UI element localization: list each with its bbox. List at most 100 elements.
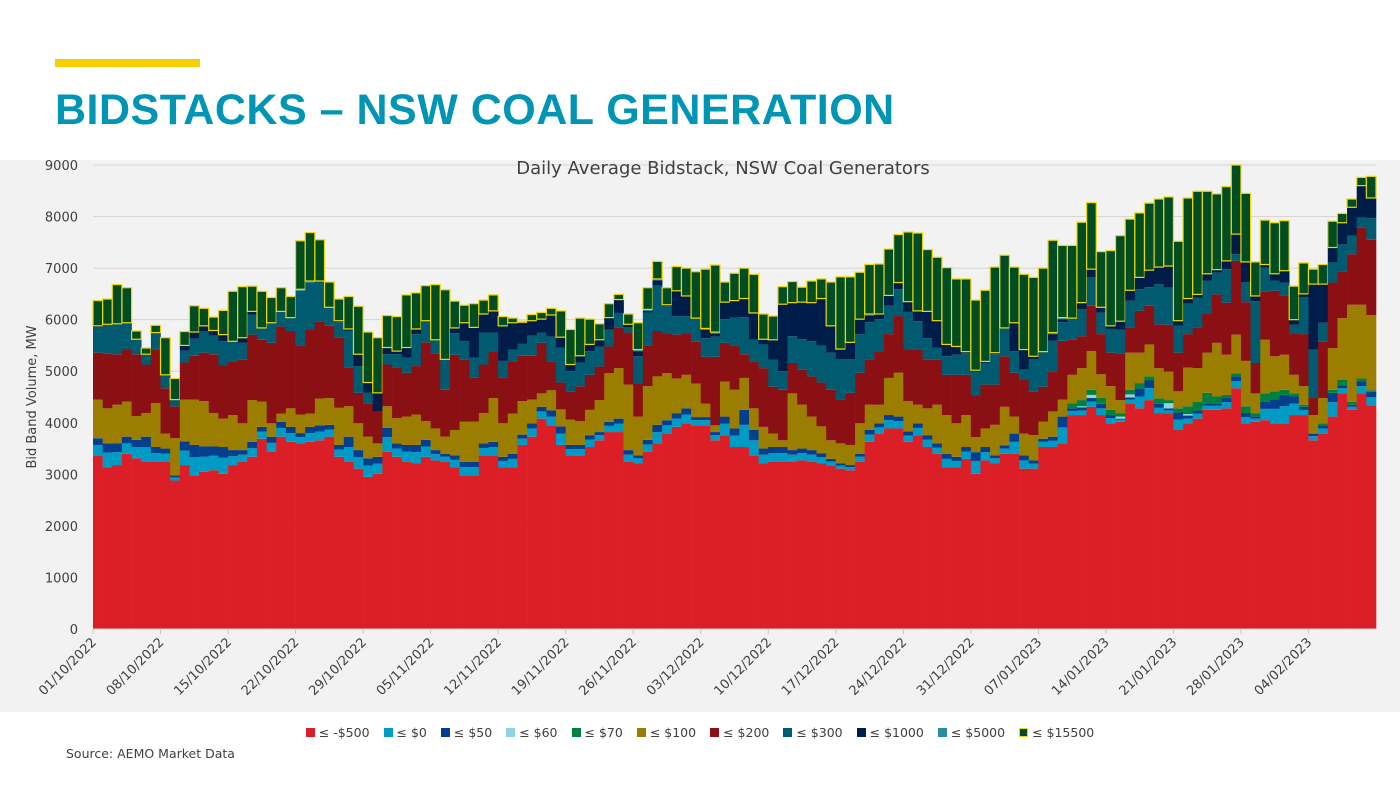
bar-segment-6-day-78 bbox=[845, 392, 856, 445]
bar-segment-8-day-102 bbox=[1076, 302, 1087, 310]
bar-segment-0-day-62 bbox=[691, 425, 702, 629]
bar-segment-7-day-97 bbox=[1028, 359, 1039, 392]
bar-segment-2-day-60 bbox=[671, 413, 682, 419]
bar-segment-8-day-15 bbox=[237, 337, 248, 343]
bar-segment-7-day-93 bbox=[990, 354, 1001, 385]
bar-segment-0-day-33 bbox=[411, 463, 422, 629]
bar-segment-0-day-107 bbox=[1125, 403, 1136, 629]
bar-segment-2-day-26 bbox=[343, 436, 354, 448]
bar-segment-10-day-40 bbox=[478, 299, 490, 315]
bar-segment-8-day-113 bbox=[1183, 298, 1194, 304]
bar-segment-1-day-66 bbox=[729, 435, 740, 448]
bar-segment-8-day-131 bbox=[1356, 185, 1367, 218]
bar-segment-5-day-4 bbox=[131, 416, 142, 440]
bar-segment-7-day-91 bbox=[970, 371, 981, 396]
bar-segment-6-day-3 bbox=[121, 349, 132, 402]
bar-segment-6-day-39 bbox=[469, 377, 480, 422]
bar-segment-1-day-68 bbox=[748, 440, 759, 456]
bar-segment-6-day-48 bbox=[556, 382, 566, 410]
bar-segment-10-day-38 bbox=[458, 304, 470, 324]
bar-segment-10-day-96 bbox=[1018, 273, 1030, 351]
bar-segment-0-day-91 bbox=[970, 473, 981, 629]
bar-segment-0-day-122 bbox=[1269, 423, 1280, 629]
bar-segment-7-day-13 bbox=[218, 341, 229, 366]
bar-segment-6-day-9 bbox=[179, 362, 190, 400]
bar-segment-2-day-3 bbox=[121, 436, 132, 444]
bar-segment-10-day-29 bbox=[372, 337, 383, 394]
bar-segment-2-day-118 bbox=[1231, 376, 1242, 382]
bar-segment-0-day-35 bbox=[430, 460, 441, 629]
x-tick-label: 28/01/2023 bbox=[1184, 635, 1248, 699]
bar-segment-4-day-105 bbox=[1105, 409, 1116, 416]
bar-segment-5-day-22 bbox=[305, 413, 316, 427]
bar-segment-7-day-6 bbox=[150, 332, 161, 350]
bar-segment-1-day-25 bbox=[334, 449, 345, 457]
bar-segment-5-day-66 bbox=[729, 389, 740, 429]
bar-segment-5-day-125 bbox=[1298, 386, 1309, 405]
bar-segment-5-day-13 bbox=[218, 418, 229, 448]
bar-segment-6-day-130 bbox=[1347, 254, 1358, 305]
bar-segment-10-day-31 bbox=[391, 315, 403, 352]
bar-segment-4-day-118 bbox=[1231, 373, 1242, 377]
bar-segment-0-day-25 bbox=[334, 456, 345, 629]
bar-segment-7-day-41 bbox=[488, 332, 499, 352]
bar-segment-6-day-83 bbox=[893, 316, 904, 373]
bar-segment-2-day-1 bbox=[102, 443, 113, 453]
bar-segment-2-day-31 bbox=[392, 443, 402, 449]
bar-segment-0-day-50 bbox=[575, 455, 586, 629]
bar-segment-8-day-29 bbox=[372, 392, 383, 412]
bar-segment-6-day-24 bbox=[324, 325, 335, 399]
bar-segment-7-day-48 bbox=[556, 347, 566, 383]
bar-segment-7-day-107 bbox=[1125, 300, 1136, 328]
bar-segment-7-day-4 bbox=[131, 339, 142, 355]
bar-segment-5-day-104 bbox=[1096, 374, 1107, 399]
bar-segment-8-day-52 bbox=[594, 339, 605, 347]
bar-segment-0-day-47 bbox=[546, 425, 557, 629]
bar-segment-6-day-27 bbox=[353, 392, 364, 424]
bar-segment-6-day-95 bbox=[1009, 372, 1020, 417]
bar-segment-5-day-95 bbox=[1009, 416, 1020, 434]
bar-segment-4-day-108 bbox=[1134, 383, 1145, 389]
bar-segment-6-day-127 bbox=[1318, 341, 1329, 399]
bar-segment-2-day-23 bbox=[314, 425, 325, 432]
bar-segment-2-day-69 bbox=[758, 448, 769, 455]
bar-segment-0-day-24 bbox=[324, 436, 335, 629]
bar-segment-8-day-116 bbox=[1212, 269, 1222, 273]
bar-segment-10-day-44 bbox=[516, 320, 528, 323]
bar-segment-7-day-98 bbox=[1038, 351, 1049, 387]
bar-segment-10-day-129 bbox=[1336, 212, 1348, 224]
bar-segment-7-day-27 bbox=[353, 366, 364, 393]
bar-segment-5-day-9 bbox=[179, 399, 190, 442]
legend-item: ≤ $200 bbox=[710, 725, 769, 740]
bar-segment-0-day-27 bbox=[353, 468, 364, 629]
bar-segment-0-day-125 bbox=[1298, 415, 1309, 629]
bar-segment-5-day-71 bbox=[777, 440, 788, 448]
bar-segment-1-day-114 bbox=[1192, 413, 1203, 419]
bar-segment-10-day-94 bbox=[999, 254, 1011, 329]
bar-segment-1-day-70 bbox=[768, 453, 779, 462]
bar-segment-6-day-45 bbox=[527, 355, 538, 400]
bar-segment-4-day-110 bbox=[1154, 398, 1165, 404]
bar-segment-5-day-38 bbox=[459, 421, 470, 462]
bar-segment-2-day-28 bbox=[363, 458, 374, 466]
bar-segment-1-day-116 bbox=[1212, 405, 1222, 410]
bar-segment-10-day-78 bbox=[844, 276, 856, 343]
bar-segment-1-day-22 bbox=[305, 433, 316, 442]
legend-swatch bbox=[383, 728, 393, 737]
bar-segment-10-day-124 bbox=[1288, 285, 1300, 321]
bar-segment-2-day-127 bbox=[1318, 425, 1329, 429]
bar-segment-8-day-67 bbox=[739, 298, 750, 318]
legend-swatch bbox=[506, 728, 516, 737]
bar-segment-6-day-47 bbox=[546, 361, 557, 391]
bar-segment-7-day-22 bbox=[305, 282, 316, 330]
bar-segment-10-day-93 bbox=[989, 266, 1001, 354]
bar-segment-0-day-111 bbox=[1163, 413, 1174, 629]
bar-segment-1-day-99 bbox=[1048, 440, 1058, 448]
bar-segment-5-day-7 bbox=[160, 433, 171, 449]
bar-segment-5-day-121 bbox=[1260, 339, 1271, 394]
bar-segment-2-day-33 bbox=[411, 444, 422, 453]
bar-segment-5-day-78 bbox=[845, 444, 856, 466]
bar-segment-10-day-125 bbox=[1298, 262, 1310, 295]
bar-segment-5-day-49 bbox=[565, 419, 576, 445]
bar-segment-9-day-99 bbox=[1048, 332, 1058, 335]
